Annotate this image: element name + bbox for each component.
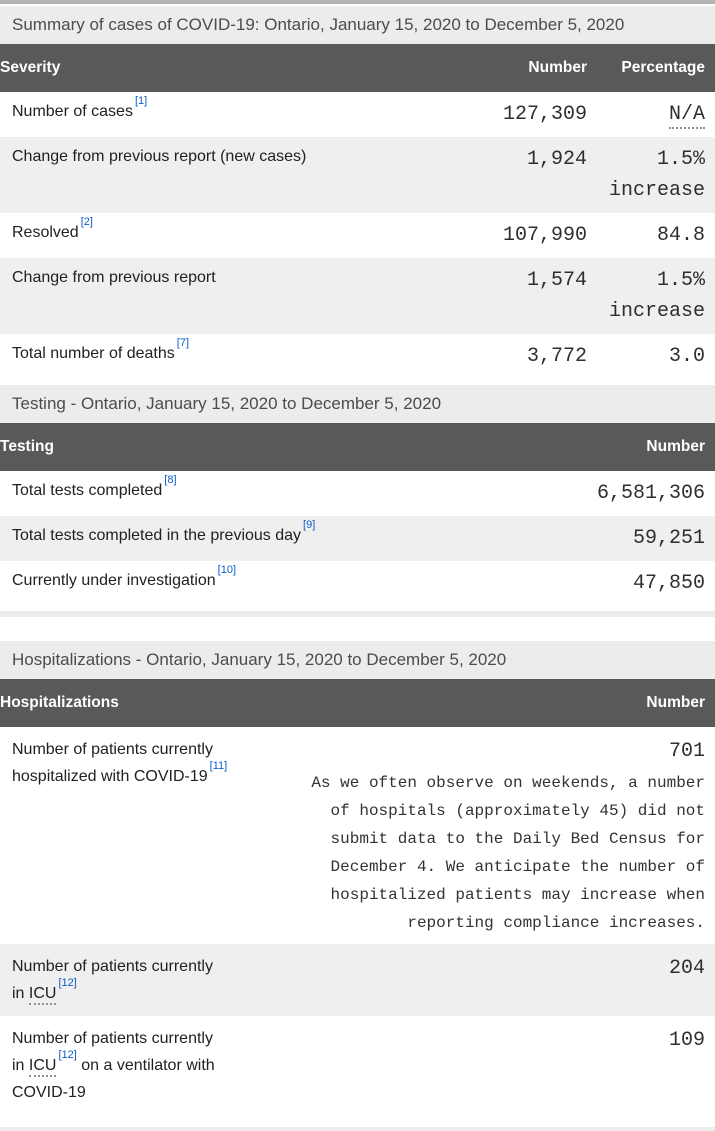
column-header-hospitalizations: Hospitalizations	[0, 694, 119, 711]
row-label-text: Number of patients currently in	[12, 1030, 213, 1074]
summary-table-header: Severity Number Percentage	[0, 44, 715, 92]
row-label-text: Total number of deaths	[12, 345, 175, 362]
table-row: Change from previous report (new cases) …	[0, 137, 715, 213]
row-label: Total number of deaths[7]	[0, 334, 457, 374]
row-number: 47,850	[632, 572, 705, 595]
row-label: Number of patients currently in ICU[12] …	[0, 1016, 267, 1115]
table-row: Resolved[2] 107,990 84.8	[0, 213, 715, 258]
table-row: Change from previous report 1,574 1.5% i…	[0, 258, 715, 334]
row-number: 701	[668, 740, 705, 763]
top-divider	[0, 0, 715, 4]
row-number-cell: 701 As we often observe on weekends, a n…	[267, 727, 715, 944]
row-number: 109	[668, 1029, 705, 1052]
row-label-text: Total tests completed	[12, 482, 163, 499]
footnote-link-12[interactable]: [12]	[58, 976, 77, 989]
row-percentage: 1.5% increase	[608, 269, 705, 323]
testing-table-header: Testing Number	[0, 423, 715, 471]
row-number: 1,574	[526, 269, 587, 292]
row-label: Change from previous report	[12, 269, 216, 286]
hospitalizations-table-caption: Hospitalizations - Ontario, January 15, …	[0, 641, 715, 679]
row-number: 1,924	[526, 148, 587, 171]
summary-table-caption: Summary of cases of COVID-19: Ontario, J…	[0, 6, 715, 44]
table-row: Currently under investigation[10] 47,850	[0, 561, 715, 606]
na-abbr: N/A	[668, 103, 705, 129]
row-number: 6,581,306	[596, 482, 705, 505]
table-row: Number of cases[1] 127,309 N/A	[0, 92, 715, 137]
table-row: Total tests completed in the previous da…	[0, 516, 715, 561]
row-number: 3,772	[526, 345, 587, 368]
bottom-divider	[0, 1127, 715, 1131]
footnote-link-11[interactable]: [11]	[209, 759, 228, 772]
row-label: Change from previous report (new cases)	[12, 148, 307, 165]
table-row: Number of patients currently in ICU[12] …	[0, 1016, 715, 1115]
row-percentage: 84.8	[656, 224, 705, 247]
footnote-link-7[interactable]: [7]	[176, 336, 189, 349]
row-number: 59,251	[632, 527, 705, 550]
table-row: Total tests completed[8] 6,581,306	[0, 471, 715, 516]
column-header-number: Number	[646, 694, 705, 711]
footnote-link-2[interactable]: [2]	[80, 215, 93, 228]
row-label-text: Currently under investigation	[12, 572, 216, 589]
row-label: Number of cases[1]	[0, 92, 457, 132]
column-header-severity: Severity	[0, 59, 61, 76]
row-label: Number of patients currently in ICU[12]	[0, 944, 267, 1016]
row-number: 204	[668, 957, 705, 980]
icu-abbr: ICU	[28, 1057, 57, 1077]
row-label-text: Total tests completed in the previous da…	[12, 527, 302, 544]
row-label: Currently under investigation[10]	[0, 561, 575, 601]
row-label: Total tests completed[8]	[0, 471, 575, 511]
column-header-number: Number	[646, 438, 705, 455]
row-label: Total tests completed in the previous da…	[0, 516, 575, 556]
table-row: Number of patients currently in ICU[12] …	[0, 944, 715, 1016]
reporting-note: As we often observe on weekends, a numbe…	[311, 774, 705, 932]
column-header-number: Number	[528, 59, 587, 76]
row-number: 107,990	[502, 224, 587, 247]
row-percentage: 1.5% increase	[608, 148, 705, 202]
footnote-link-8[interactable]: [8]	[164, 473, 177, 486]
footnote-link-1[interactable]: [1]	[134, 94, 148, 107]
column-header-percentage: Percentage	[621, 59, 705, 76]
footnote-link-12[interactable]: [12]	[58, 1048, 77, 1061]
hospitalizations-table-header: Hospitalizations Number	[0, 679, 715, 727]
section-divider	[0, 611, 715, 617]
table-row: Total number of deaths[7] 3,772 3.0	[0, 334, 715, 379]
row-percentage: 3.0	[668, 345, 705, 368]
row-percentage: N/A	[587, 92, 715, 137]
row-number: 127,309	[502, 103, 587, 126]
testing-table-caption: Testing - Ontario, January 15, 2020 to D…	[0, 385, 715, 423]
row-label-text: Number of patients currently in	[12, 958, 213, 1002]
row-label-text: Number of patients currently hospitalize…	[12, 741, 213, 785]
icu-abbr: ICU	[28, 985, 57, 1005]
column-header-testing: Testing	[0, 438, 54, 455]
footnote-link-9[interactable]: [9]	[303, 518, 316, 531]
row-label: Number of patients currently hospitalize…	[0, 727, 267, 799]
row-label-text: Number of cases	[12, 103, 133, 120]
row-label-text: Resolved	[12, 224, 79, 241]
row-label: Resolved[2]	[0, 213, 457, 253]
table-row: Number of patients currently hospitalize…	[0, 727, 715, 944]
footnote-link-10[interactable]: [10]	[217, 563, 237, 576]
row-label-text: on a ventilator with COVID-19	[12, 1057, 215, 1101]
